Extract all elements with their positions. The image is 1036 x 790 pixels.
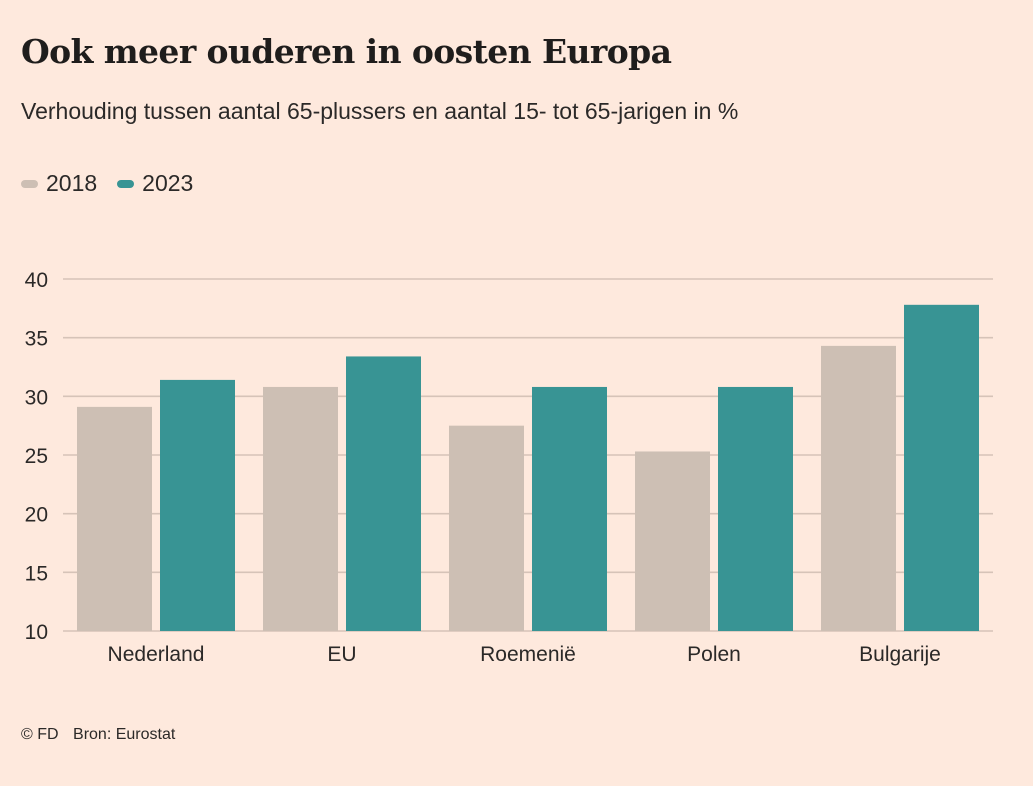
- legend-item-2018: 2018: [21, 170, 97, 197]
- x-tick-label: Bulgarije: [859, 643, 941, 666]
- x-tick-label: Roemenië: [480, 643, 576, 666]
- bar-bulgarije-2018: [821, 345, 896, 631]
- copyright-text: © FD: [21, 726, 59, 743]
- y-tick-label: 35: [25, 328, 48, 351]
- y-tick-label: 40: [25, 269, 48, 292]
- y-tick-label: 15: [25, 562, 48, 585]
- bars: [77, 304, 979, 631]
- bar-nederland-2023: [160, 379, 235, 631]
- bar-roemeni--2023: [532, 386, 607, 631]
- legend-swatch-2018: [21, 179, 38, 188]
- y-axis-ticks: 10 15 20 25 30 35 40: [25, 269, 48, 644]
- x-tick-label: Polen: [687, 643, 741, 666]
- legend: 2018 2023: [21, 170, 213, 197]
- legend-label-2023: 2023: [142, 170, 194, 196]
- legend-swatch-2023: [117, 179, 135, 188]
- bar-eu-2018: [263, 386, 338, 631]
- bar-roemeni--2018: [449, 425, 524, 631]
- x-axis-labels: Nederland EU Roemenië Polen Bulgarije: [108, 643, 941, 666]
- legend-item-2023: 2023: [117, 170, 193, 197]
- legend-label-2018: 2018: [46, 170, 98, 196]
- y-tick-label: 10: [25, 621, 48, 644]
- y-tick-label: 20: [25, 504, 48, 527]
- footer: © FD Bron: Eurostat: [21, 726, 185, 744]
- bar-eu-2023: [346, 356, 421, 631]
- bar-polen-2023: [718, 386, 793, 631]
- bar-bulgarije-2023: [904, 304, 979, 631]
- chart-title: Ook meer ouderen in oosten Europa: [21, 32, 672, 71]
- x-tick-label: EU: [327, 643, 356, 666]
- bar-nederland-2018: [77, 406, 152, 631]
- y-tick-label: 25: [25, 445, 48, 468]
- x-tick-label: Nederland: [108, 643, 205, 666]
- chart-subtitle: Verhouding tussen aantal 65-plussers en …: [21, 98, 739, 124]
- bar-chart: 10 15 20 25 30 35 40 Nederland EU Roemenië Polen B…: [25, 269, 993, 666]
- source-text: Bron: Eurostat: [73, 726, 176, 743]
- y-tick-label: 30: [25, 386, 48, 409]
- bar-polen-2018: [635, 451, 710, 631]
